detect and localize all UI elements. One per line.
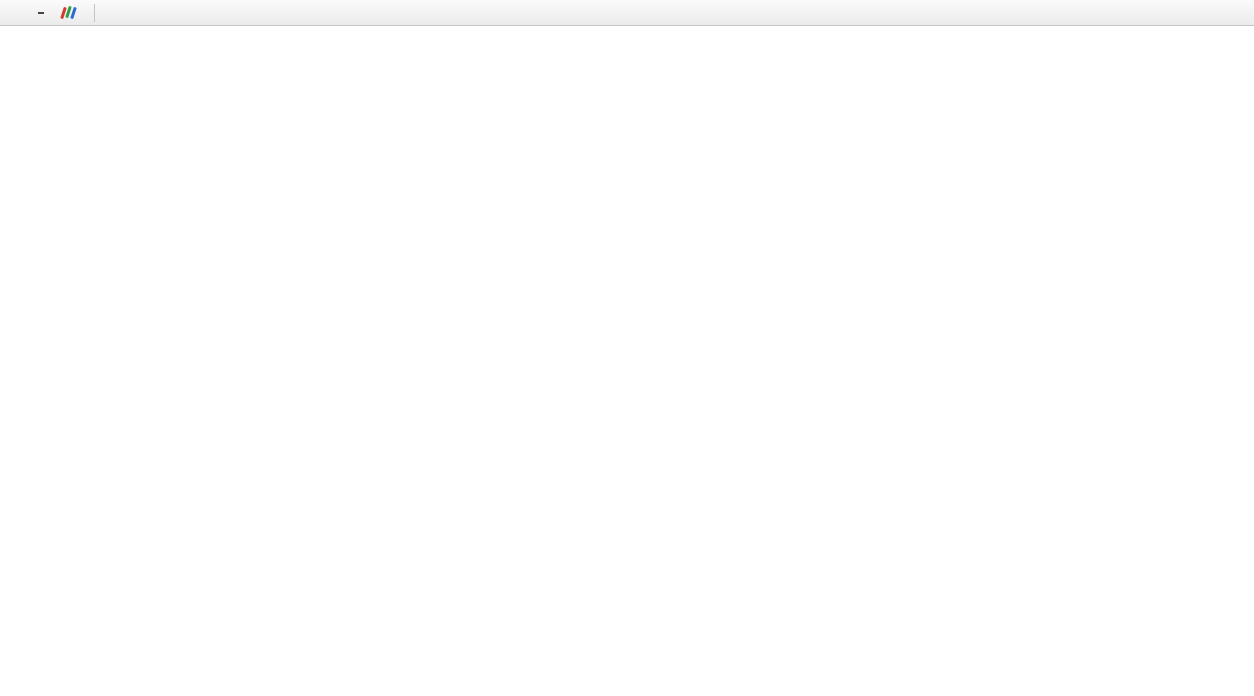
toolbar-separator	[94, 3, 95, 22]
crayons-icon	[60, 5, 77, 20]
text-tool-button[interactable]	[5, 2, 29, 24]
text-label-tool-icon	[38, 11, 44, 14]
drawing-palette-button[interactable]	[53, 2, 87, 24]
text-label-tool-button[interactable]	[29, 2, 53, 24]
toolbar	[0, 0, 1254, 26]
